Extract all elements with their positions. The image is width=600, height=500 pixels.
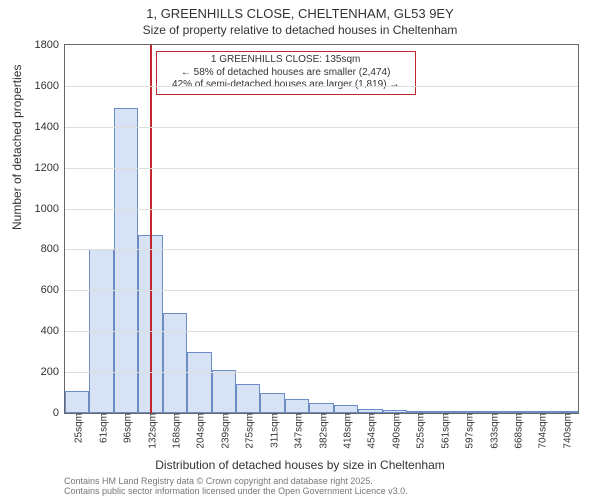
gridline [65,290,578,291]
x-tick-label: 96sqm [119,413,134,443]
gridline [65,372,578,373]
x-tick-label: 490sqm [387,413,402,449]
y-tick-label: 800 [41,243,65,255]
x-tick-label: 132sqm [143,413,158,449]
x-tick-label: 561sqm [436,413,451,449]
x-tick-label: 239sqm [216,413,231,449]
histogram-bar [65,391,89,413]
x-tick-label: 668sqm [509,413,524,449]
footer-line2: Contains public sector information licen… [64,486,408,496]
x-tick-label: 275sqm [241,413,256,449]
annotation-line1: 1 GREENHILLS CLOSE: 135sqm [161,54,411,67]
histogram-bar [187,352,211,413]
property-marker-line [150,45,152,413]
x-tick-label: 633sqm [485,413,500,449]
x-tick-label: 382sqm [314,413,329,449]
x-tick-label: 311sqm [265,413,280,448]
histogram-bar [114,108,138,413]
x-tick-label: 704sqm [534,413,549,449]
gridline [65,168,578,169]
x-tick-label: 525sqm [412,413,427,449]
x-tick-label: 740sqm [558,413,573,449]
gridline [65,331,578,332]
x-tick-label: 204sqm [192,413,207,449]
x-tick-label: 418sqm [338,413,353,449]
y-tick-label: 200 [41,366,65,378]
y-tick-label: 1600 [35,80,65,92]
y-tick-label: 1800 [35,39,65,51]
y-tick-label: 1400 [35,121,65,133]
x-tick-label: 347sqm [290,413,305,449]
histogram-bar [309,403,333,413]
histogram-bar [260,393,284,413]
x-tick-label: 61sqm [94,413,109,443]
gridline [65,249,578,250]
histogram-bar [285,399,309,413]
x-tick-label: 168sqm [167,413,182,449]
gridline [65,86,578,87]
y-tick-label: 600 [41,284,65,296]
x-tick-label: 25sqm [70,413,85,443]
plot-area: 1 GREENHILLS CLOSE: 135sqm ← 58% of deta… [64,44,579,414]
histogram-bar [236,384,260,413]
y-tick-label: 400 [41,325,65,337]
footer-line1: Contains HM Land Registry data © Crown c… [64,476,408,486]
y-tick-label: 1000 [35,203,65,215]
histogram-bar [212,370,236,413]
histogram-bar [163,313,187,413]
annotation-line2: ← 58% of detached houses are smaller (2,… [161,67,411,80]
bars-layer [65,45,578,413]
chart-title: 1, GREENHILLS CLOSE, CHELTENHAM, GL53 9E… [0,0,600,23]
x-axis-label: Distribution of detached houses by size … [0,458,600,472]
gridline [65,209,578,210]
annotation-box: 1 GREENHILLS CLOSE: 135sqm ← 58% of deta… [156,51,416,95]
histogram-bar [334,405,358,413]
y-tick-label: 0 [53,407,65,419]
x-tick-label: 597sqm [461,413,476,449]
x-tick-label: 454sqm [363,413,378,449]
y-tick-label: 1200 [35,162,65,174]
y-axis-label: Number of detached properties [10,65,24,230]
gridline [65,127,578,128]
chart-subtitle: Size of property relative to detached ho… [0,23,600,39]
footer-credits: Contains HM Land Registry data © Crown c… [64,476,408,497]
